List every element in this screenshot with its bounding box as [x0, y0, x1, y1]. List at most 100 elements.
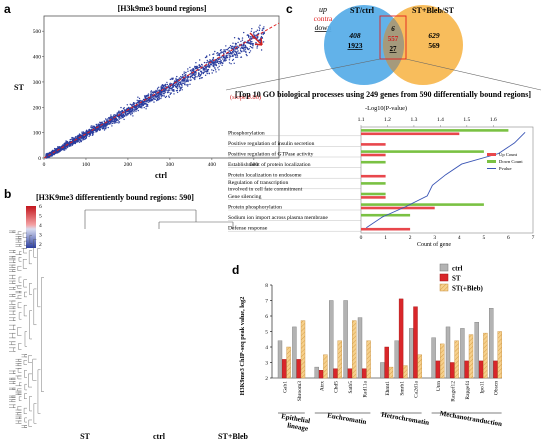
scatter-point — [175, 86, 178, 89]
scatter-point — [223, 56, 225, 59]
scatter-point — [199, 69, 201, 71]
scatter-point — [196, 66, 198, 68]
scatter-point — [114, 120, 117, 123]
scatter-point — [195, 71, 197, 73]
scatter-point — [163, 90, 165, 92]
scatter-point — [115, 117, 117, 120]
scatter-point — [238, 38, 240, 40]
scatter-point — [88, 130, 91, 132]
scatter-point — [164, 87, 166, 90]
panel-d-letter: d — [232, 263, 239, 277]
bar-legend: ctrl ST ST(+Bleb) — [439, 263, 483, 293]
gene-label: Satb5 — [348, 381, 354, 394]
venn-right-up: 629 — [428, 31, 440, 40]
scatter-point — [118, 121, 121, 123]
scatter-point — [176, 85, 178, 88]
scatter-point — [101, 127, 103, 129]
scatter-point — [246, 47, 248, 49]
scatter-point — [233, 62, 235, 64]
scatter-point — [205, 66, 207, 69]
scatter-point — [183, 71, 185, 73]
scatter-point — [194, 78, 196, 81]
y-tick-label: 7 — [265, 299, 268, 305]
group-label: lineage — [287, 421, 309, 433]
scatter-point — [233, 46, 235, 49]
gene-label: Rasgef12 — [450, 381, 457, 402]
bar-ctrl — [380, 362, 385, 379]
scatter-point — [228, 62, 231, 64]
scatter-point — [113, 122, 116, 124]
scatter-point — [219, 63, 221, 65]
scatter-point — [168, 96, 170, 99]
scatter-point — [100, 122, 102, 124]
scatter-point — [125, 115, 127, 117]
x-tick-label: 100 — [82, 162, 91, 168]
scatter-point — [226, 49, 229, 51]
scatter-point — [199, 59, 201, 61]
scatter-point — [175, 77, 177, 80]
scatter-point — [181, 89, 183, 91]
scatter-point — [113, 119, 116, 121]
scatter-point — [97, 127, 99, 130]
scatter-point — [258, 26, 260, 28]
scatter-point — [151, 94, 153, 97]
scatter-point — [149, 100, 152, 102]
scatter-point — [135, 108, 137, 110]
go-term-labels: Phosphorylation Positive regulation of in… — [228, 130, 361, 232]
scatter-point — [66, 145, 68, 147]
zoom-line-left — [225, 58, 381, 91]
scatter-point — [256, 47, 258, 49]
venn-mid-up: 6 — [391, 25, 395, 33]
scatter-point — [182, 78, 185, 80]
y-tick-label: 6 — [265, 314, 268, 320]
scatter-point — [195, 62, 197, 64]
bar-ctrl — [394, 340, 399, 379]
scatter-point — [118, 122, 120, 124]
y-tick-label: 200 — [33, 105, 42, 111]
scatter-point — [232, 50, 234, 53]
scatter-point — [130, 111, 132, 113]
scatter-point — [225, 45, 227, 47]
scatter-point — [166, 81, 168, 84]
scatter-point — [184, 74, 186, 77]
scatter-point — [49, 155, 51, 158]
scatter-point — [194, 67, 197, 70]
scatter-point — [203, 61, 206, 64]
scatter-point — [110, 119, 113, 122]
scatter-point — [221, 64, 223, 67]
scatter-point — [178, 85, 181, 87]
bar-st — [413, 306, 418, 379]
gene-label: Chd5 — [334, 381, 340, 393]
legend-label: ST — [452, 275, 461, 283]
scatter-point — [230, 52, 232, 54]
scatter-point — [193, 73, 195, 75]
venn-mid-contra: 557 — [388, 35, 399, 43]
panel-b-letter: b — [4, 187, 11, 201]
bar-st — [384, 346, 389, 379]
scatter-point — [198, 64, 200, 66]
scatter-point — [197, 67, 199, 69]
bottom-tick-label: 1 — [384, 235, 387, 241]
bar-st — [435, 360, 441, 379]
scatter-point — [176, 91, 179, 94]
scatter-point — [256, 29, 259, 31]
scatter-point — [141, 107, 143, 109]
bar-st-bleb- — [388, 366, 394, 379]
scatter-point — [218, 52, 220, 55]
bar-ctrl — [314, 366, 319, 379]
scatter-point — [206, 59, 208, 62]
scatter-point — [171, 87, 173, 89]
legend-swatch — [487, 160, 496, 163]
scatter-point — [105, 118, 107, 120]
y-axis-label: ST — [14, 83, 24, 92]
scatter-point — [147, 101, 150, 103]
scatter-point — [242, 50, 244, 52]
scatter-point — [207, 71, 209, 73]
scatter-point — [256, 37, 258, 39]
bottom-tick-label: 5 — [482, 235, 485, 241]
scatter-point — [200, 70, 203, 73]
scatter-point — [178, 77, 181, 79]
scatter-point — [163, 95, 165, 97]
gene-label: Rad11a — [363, 380, 369, 397]
scatter-point — [169, 78, 171, 81]
